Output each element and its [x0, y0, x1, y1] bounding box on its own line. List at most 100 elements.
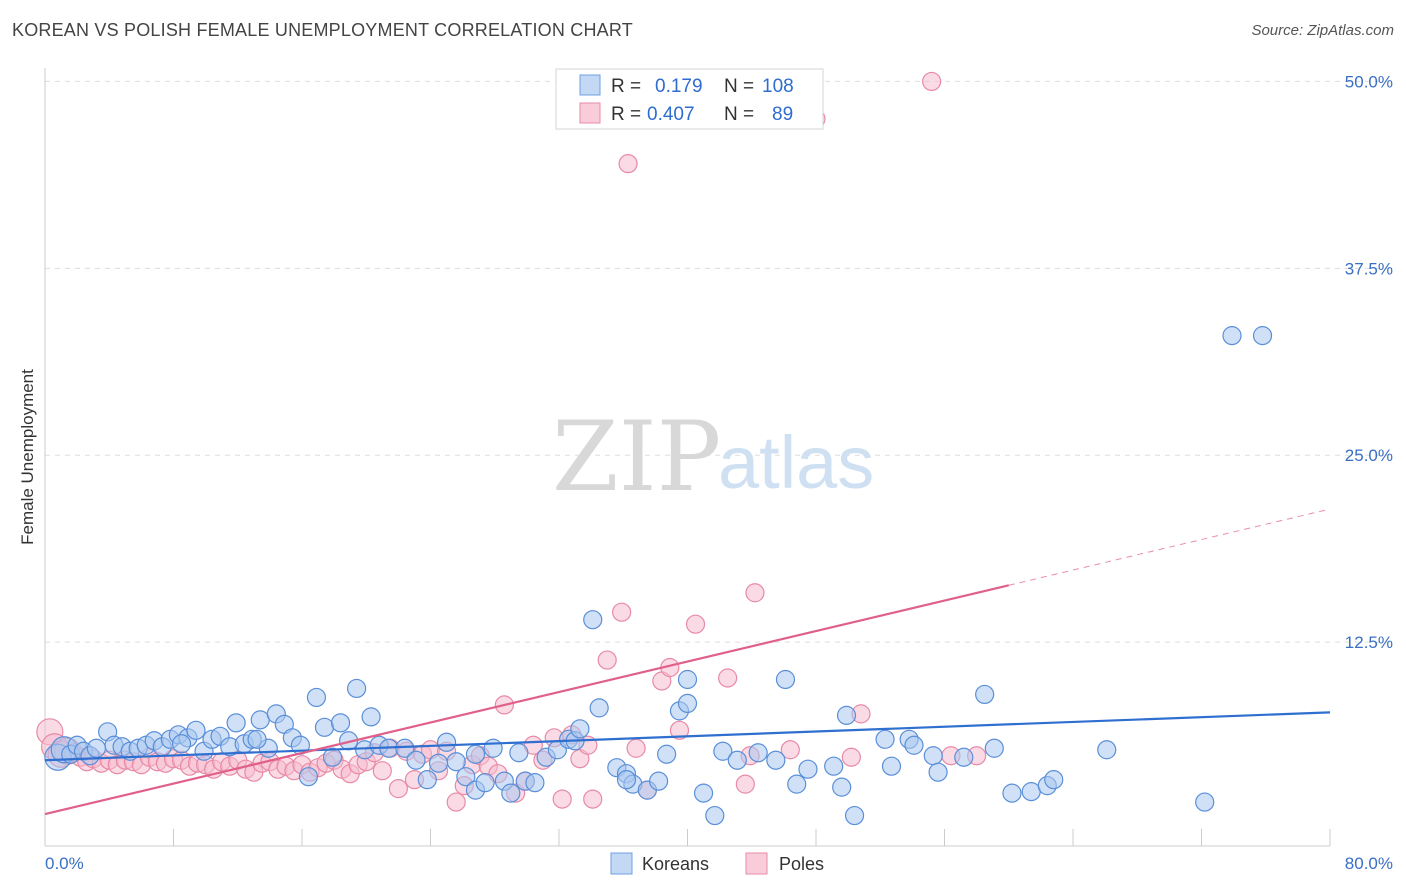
series-legend: Koreans Poles: [610, 852, 824, 875]
korean-point-103: [1252, 326, 1273, 346]
korean-point-87: [875, 729, 895, 749]
x-tick-label-min: 0.0%: [45, 854, 84, 873]
korean-point-63: [583, 610, 603, 630]
legend-r-value-koreans: 0.179: [655, 76, 703, 97]
bottom-legend-swatch-koreans: [610, 852, 633, 875]
polish-point-52: [446, 792, 466, 812]
legend-r-value-poles: 0.407: [647, 104, 695, 125]
x-tick-labels: 0.0% 80.0%: [45, 854, 1393, 873]
korean-point-84: [832, 777, 852, 797]
korean-point-38: [347, 678, 367, 699]
y-axis-label: Female Unemployment: [18, 369, 37, 545]
bottom-legend-swatch-poles: [745, 852, 768, 875]
korean-point-72: [677, 693, 698, 714]
korean-point-48: [446, 752, 466, 772]
korean-point-86: [844, 805, 865, 826]
korean-point-102: [1222, 326, 1242, 346]
x-tick-label-max: 80.0%: [1345, 854, 1393, 873]
korean-point-52: [483, 738, 503, 758]
watermark-atlas: atlas: [718, 421, 874, 504]
polish-point-69: [597, 650, 617, 670]
legend-r-label-koreans: R =: [611, 76, 641, 97]
korean-point-95: [984, 738, 1004, 758]
korean-point-36: [330, 713, 351, 733]
polish-point-81: [745, 583, 765, 603]
korean-point-81: [787, 774, 807, 794]
legend-swatch-poles: [579, 102, 601, 124]
korean-trend-line: [44, 711, 1331, 762]
polish-point-79: [735, 774, 755, 794]
korean-point-76: [713, 741, 733, 761]
polish-point-64: [552, 789, 572, 809]
bottom-legend-koreans: Koreans: [642, 854, 709, 874]
polish-point-86: [922, 71, 942, 92]
korean-point-32: [298, 767, 319, 787]
korean-point-88: [881, 756, 902, 776]
korean-point-96: [1002, 783, 1022, 803]
correlation-legend: R = 0.179 N = 108 R = 0.407 N = 89: [555, 68, 824, 130]
korean-point-35: [322, 747, 343, 767]
y-tick-labels: 12.5% 25.0% 37.5% 50.0%: [1345, 72, 1393, 652]
data-points: [36, 71, 1273, 826]
korean-point-34: [314, 717, 335, 737]
korean-point-91: [923, 746, 943, 766]
korean-point-47: [436, 732, 457, 752]
korean-point-80: [775, 669, 796, 690]
korean-point-54: [501, 783, 521, 803]
y-tick-label-1: 25.0%: [1345, 446, 1393, 465]
korean-point-77: [727, 750, 747, 770]
korean-point-23: [226, 713, 246, 733]
korean-point-105: [465, 744, 486, 764]
korean-point-40: [361, 707, 381, 727]
y-tick-label-2: 37.5%: [1345, 259, 1393, 278]
axes: [44, 68, 1331, 847]
korean-point-79: [766, 750, 786, 770]
source-label: Source: ZipAtlas.com: [1251, 22, 1394, 39]
korean-point-18: [186, 720, 206, 740]
korean-point-45: [417, 770, 437, 790]
polish-point-71: [618, 154, 638, 174]
korean-point-94: [975, 684, 995, 705]
polish-point-45: [388, 779, 408, 799]
polish-point-76: [669, 720, 690, 740]
watermark-zip: ZIP: [552, 401, 721, 513]
korean-point-92: [928, 762, 948, 782]
legend-n-value-poles: 89: [772, 104, 793, 125]
polish-point-72: [626, 738, 646, 758]
korean-point-26: [250, 710, 270, 730]
korean-point-33: [306, 687, 327, 708]
korean-point-78: [748, 743, 768, 763]
korean-point-44: [406, 750, 426, 770]
korean-point-97: [1021, 782, 1041, 802]
polish-point-43: [372, 761, 392, 781]
trend-lines: [44, 508, 1331, 816]
bottom-legend-poles: Poles: [779, 854, 824, 874]
korean-point-49: [456, 767, 476, 787]
korean-point-99: [1044, 770, 1064, 790]
korean-point-90: [904, 735, 924, 755]
korean-point-107: [171, 734, 192, 754]
korean-point-69: [648, 771, 669, 791]
korean-point-106: [247, 729, 267, 749]
korean-point-85: [836, 705, 857, 725]
korean-point-82: [798, 759, 818, 779]
korean-point-101: [1195, 792, 1215, 812]
polish-point-70: [612, 602, 632, 622]
polish-point-68: [583, 789, 603, 809]
legend-n-label-poles: N =: [724, 104, 754, 125]
y-tick-label-3: 50.0%: [1345, 72, 1393, 91]
korean-point-6: [86, 738, 107, 758]
korean-point-104: [616, 770, 637, 790]
korean-point-75: [705, 805, 725, 826]
polish-point-82: [780, 740, 800, 760]
korean-point-70: [657, 744, 677, 764]
korean-point-55: [509, 743, 529, 763]
korean-point-62: [570, 719, 590, 739]
korean-point-93: [954, 747, 974, 767]
korean-point-57: [525, 773, 545, 793]
grid-lines: [45, 80, 1390, 643]
legend-swatch-koreans: [579, 74, 601, 96]
korean-point-100: [1097, 740, 1117, 760]
korean-point-51: [475, 773, 495, 793]
